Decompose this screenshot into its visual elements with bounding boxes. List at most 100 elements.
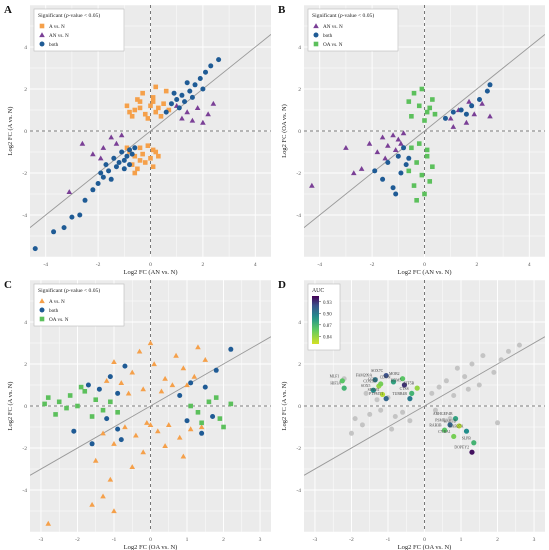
panel-letter: C bbox=[4, 279, 12, 291]
x-axis-label: Log2 FC (OA vs. N) bbox=[398, 544, 452, 550]
legend-title-part: Significant ( bbox=[312, 12, 340, 19]
data-point bbox=[100, 430, 106, 436]
auc-point bbox=[339, 378, 345, 384]
data-point bbox=[96, 386, 102, 392]
data-point bbox=[79, 140, 86, 146]
point-label: CTSS bbox=[400, 387, 409, 391]
x-tick-label: -2 bbox=[75, 537, 80, 543]
legend: Significant (p-value < 0.05) A vs. N AN vs… bbox=[33, 8, 125, 52]
background-point bbox=[407, 418, 413, 424]
data-point bbox=[115, 390, 121, 396]
point-label: SLPB bbox=[462, 436, 472, 440]
data-point bbox=[210, 414, 216, 419]
point-label: CDON bbox=[380, 375, 391, 379]
auc-point bbox=[379, 391, 386, 398]
data-point bbox=[198, 424, 205, 430]
data-point bbox=[188, 380, 194, 386]
data-point bbox=[487, 82, 493, 88]
data-point bbox=[182, 99, 188, 105]
data-point bbox=[184, 80, 190, 86]
data-point bbox=[148, 103, 153, 109]
x-axis-label: Log2 FC (AN vs. N) bbox=[398, 269, 452, 276]
auc-point bbox=[452, 416, 459, 422]
data-point bbox=[447, 115, 454, 121]
data-point bbox=[142, 160, 148, 165]
data-point bbox=[161, 101, 166, 106]
data-point bbox=[343, 145, 349, 150]
y-tick-label: 2 bbox=[24, 362, 27, 368]
background-point bbox=[480, 353, 486, 359]
legend-marker bbox=[313, 23, 319, 29]
legend-marker bbox=[313, 41, 319, 47]
x-tick-label: 0 bbox=[423, 537, 426, 543]
y-axis-label: Log2 FC (A vs. N) bbox=[7, 382, 14, 431]
x-tick-label: 4 bbox=[254, 262, 257, 268]
auc-point bbox=[341, 385, 347, 391]
legend-title-part: -value < 0.05) bbox=[343, 12, 375, 19]
data-point bbox=[432, 111, 438, 117]
background-point bbox=[469, 361, 475, 367]
data-point bbox=[156, 105, 161, 111]
data-point bbox=[150, 95, 156, 100]
data-point bbox=[392, 147, 399, 152]
background-point bbox=[367, 411, 373, 417]
point-label: SOX5 bbox=[361, 384, 371, 388]
background-point bbox=[429, 390, 435, 396]
data-point bbox=[127, 162, 133, 168]
data-point bbox=[61, 225, 67, 231]
data-point bbox=[374, 149, 381, 155]
y-tick-label: 4 bbox=[24, 45, 27, 51]
data-point bbox=[414, 160, 419, 165]
data-point bbox=[424, 147, 430, 153]
data-point bbox=[463, 119, 470, 125]
data-point bbox=[89, 441, 95, 447]
data-point bbox=[466, 98, 472, 104]
data-point bbox=[171, 90, 177, 96]
data-point bbox=[124, 153, 130, 159]
x-tick-label: 2 bbox=[496, 537, 499, 543]
data-point bbox=[156, 153, 161, 159]
legend-marker bbox=[313, 32, 319, 38]
data-point bbox=[158, 114, 164, 119]
background-point bbox=[352, 416, 358, 422]
data-point bbox=[471, 111, 478, 117]
data-point bbox=[173, 352, 179, 358]
data-point bbox=[108, 134, 115, 140]
point-label: ATF5B bbox=[403, 382, 415, 386]
data-point bbox=[77, 212, 83, 218]
data-point bbox=[385, 142, 391, 148]
colorbar-tick-label: 0.90 bbox=[323, 312, 332, 317]
panel-b: -4 -2 0 2 4 -4 -2 0 2 4 Log2 FC (AN vs. N) Log2 FC … bbox=[278, 4, 545, 276]
data-point bbox=[217, 416, 223, 421]
data-point bbox=[100, 407, 106, 413]
data-point bbox=[155, 428, 161, 434]
colorbar-tick-label: 0.84 bbox=[323, 335, 332, 340]
legend-title: Significant (p-value < 0.05) bbox=[38, 287, 100, 294]
colorbar-tick-label: 0.93 bbox=[323, 301, 332, 306]
data-point bbox=[187, 88, 193, 94]
data-point bbox=[424, 109, 430, 115]
data-point bbox=[93, 397, 99, 402]
x-tick-label: 1 bbox=[186, 537, 189, 543]
data-point bbox=[419, 172, 425, 178]
data-point bbox=[406, 168, 412, 174]
point-label: HIF3A bbox=[330, 382, 341, 386]
data-point bbox=[174, 97, 180, 102]
legend-label: A vs. N bbox=[49, 299, 65, 305]
background-point bbox=[378, 407, 384, 413]
data-point bbox=[56, 399, 62, 405]
background-point bbox=[476, 382, 482, 388]
background-point bbox=[462, 374, 468, 380]
data-point bbox=[213, 395, 219, 400]
data-point bbox=[422, 191, 427, 197]
point-label: DOPEY2 bbox=[454, 446, 469, 450]
data-point bbox=[458, 107, 464, 113]
data-point bbox=[108, 176, 114, 182]
data-point bbox=[187, 426, 194, 432]
data-point bbox=[111, 508, 117, 514]
data-point bbox=[118, 132, 125, 138]
auc-point bbox=[370, 387, 376, 393]
data-point bbox=[132, 153, 138, 159]
data-point bbox=[137, 158, 143, 163]
data-point bbox=[66, 189, 73, 194]
